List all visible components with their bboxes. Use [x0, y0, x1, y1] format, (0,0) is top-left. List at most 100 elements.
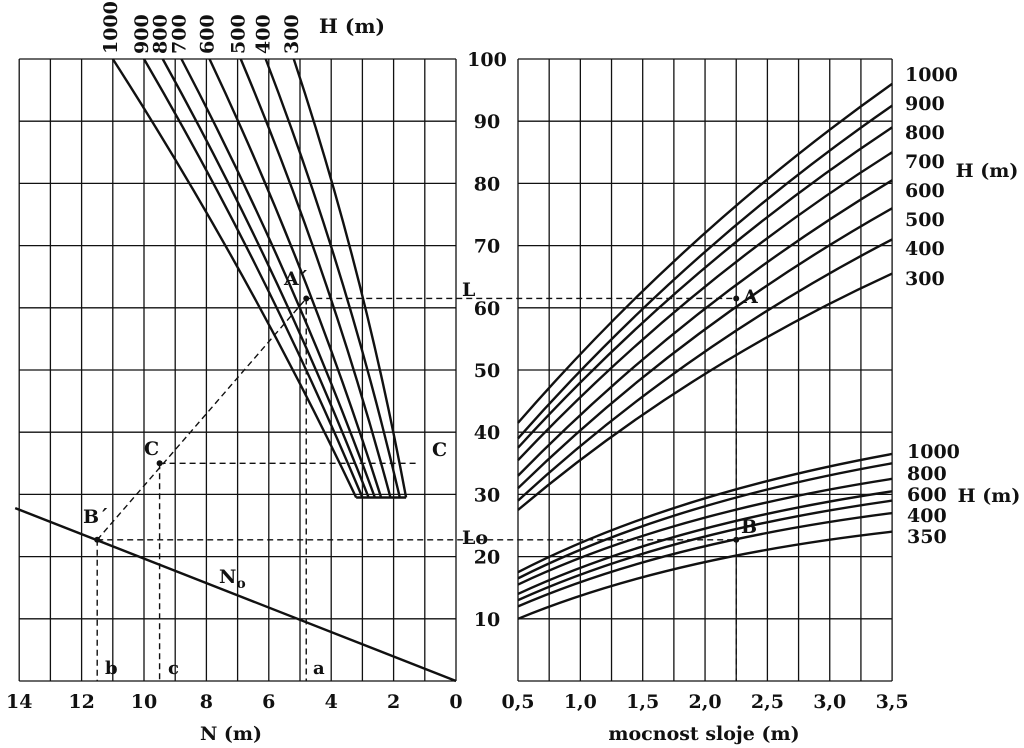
left-curve-300 [292, 58, 408, 498]
right-upper-label: 400 [905, 238, 945, 260]
left-x-tick-label: 10 [131, 691, 157, 713]
right-lower-curve-400 [517, 499, 893, 602]
y-tick-label: 20 [474, 547, 500, 569]
left-x-axis-title: N (m) [200, 723, 262, 745]
right-upper-label: 700 [905, 151, 945, 173]
right-lower-curve-1000 [517, 452, 893, 574]
left-x-tick-label: 2 [387, 691, 400, 713]
right-upper-label: 1000 [905, 64, 958, 86]
right-upper-label: 500 [905, 209, 945, 231]
marker-c-label: c [168, 658, 179, 679]
right-lower-curve-350 [517, 530, 893, 620]
right-lower-label: 400 [907, 505, 947, 527]
point-b-prime-label: B´ [83, 506, 109, 528]
left-top-label: 600 [197, 14, 219, 54]
marker-b-label: b [105, 658, 118, 679]
right-lower-curve-unlabeled-5 [517, 511, 893, 608]
left-x-tick-label: 12 [68, 691, 94, 713]
right-lower-label: 800 [907, 463, 947, 485]
upper-family-axis-title: H (m) [956, 160, 1019, 182]
curves [14, 58, 893, 683]
left-curve-400 [264, 58, 402, 498]
point-a-label: A [742, 286, 758, 308]
right-upper-label: 800 [905, 122, 945, 144]
right-lower-curve-unlabeled-3 [517, 490, 893, 596]
right-lower-label: 350 [907, 526, 947, 548]
point-b-prime-dot [94, 536, 101, 543]
point-c-prime-label: C [144, 438, 159, 460]
lower-family-axis-title: H (m) [958, 485, 1021, 507]
y-tick-label: 40 [474, 422, 500, 444]
y-tick-label: 60 [474, 298, 500, 320]
right-x-tick-label: 2,5 [751, 691, 784, 713]
right-lower-label: 600 [907, 484, 947, 506]
right-upper-curve-900 [517, 104, 893, 440]
left-curve-600 [208, 58, 383, 498]
no-line [14, 506, 457, 683]
right-upper-label: 900 [905, 93, 945, 115]
y-tick-label: 50 [474, 360, 500, 382]
right-upper-label: 600 [905, 180, 945, 202]
y-tick-label: 100 [467, 49, 507, 71]
right-lower-label: 1000 [907, 441, 960, 463]
right-x-tick-label: 2,0 [689, 691, 722, 713]
right-x-axis-title: mocnost sloje (m) [608, 723, 799, 745]
right-upper-curve-600 [517, 179, 893, 477]
level-l-label: L [462, 279, 475, 301]
left-top-label: 700 [168, 14, 190, 54]
y-tick-label: 30 [474, 484, 500, 506]
left-top-label: 800 [150, 14, 172, 54]
right-x-tick-label: 3,0 [813, 691, 846, 713]
y-tick-label: 80 [474, 173, 500, 195]
right-panel-grid [517, 58, 893, 682]
right-x-tick-label: 0,5 [501, 691, 534, 713]
left-top-label: 900 [131, 14, 153, 54]
point-a-prime-dot [303, 295, 310, 302]
point-b-label: B [741, 516, 757, 538]
right-x-tick-label: 1,5 [626, 691, 659, 713]
left-curve-900 [142, 58, 364, 498]
no-line-label: No [219, 566, 246, 592]
left-x-tick-label: 14 [6, 691, 32, 713]
left-curve-700 [180, 58, 377, 498]
labels: N (m) mocnost sloje (m) H (m) H (m) H (m… [6, 1, 1020, 745]
dash-b-to-a-diagonal [96, 298, 307, 541]
right-lower-curve-600 [517, 477, 893, 586]
point-c-prime-dot [156, 460, 163, 467]
marker-a-label: a [313, 658, 325, 679]
right-upper-curve-800 [517, 126, 893, 449]
y-tick-label: 10 [474, 609, 500, 631]
level-lo-label: Lo [462, 527, 488, 549]
guide-lines [94, 295, 740, 681]
right-upper-curve-500 [517, 207, 893, 490]
point-a-prime-label: A´ [283, 268, 308, 290]
right-upper-curve-300 [517, 272, 893, 511]
left-top-label: 1000 [100, 1, 122, 54]
right-upper-label: 300 [905, 268, 945, 290]
point-a-dot [733, 295, 740, 302]
left-top-label: 400 [253, 14, 275, 54]
left-top-label: 500 [228, 14, 250, 54]
left-curve-500 [239, 58, 392, 498]
left-top-label: 300 [281, 14, 303, 54]
right-upper-curve-1000 [517, 82, 893, 424]
right-lower-curve-800 [517, 462, 893, 580]
point-b-dot [733, 536, 740, 543]
right-upper-curve-700 [517, 151, 893, 462]
left-curve-800 [161, 58, 370, 498]
left-x-tick-label: 0 [449, 691, 462, 713]
left-x-tick-label: 4 [325, 691, 338, 713]
left-curve-1000 [111, 58, 358, 499]
left-x-tick-label: 6 [262, 691, 275, 713]
left-x-tick-label: 8 [200, 691, 213, 713]
y-tick-label: 70 [474, 236, 500, 258]
no-line-label-main: N [219, 566, 236, 588]
no-line-label-sub: o [236, 576, 245, 592]
right-upper-curve-400 [517, 238, 893, 502]
left-top-axis-title: H (m) [319, 14, 385, 38]
right-x-tick-label: 1,0 [564, 691, 597, 713]
point-c-right-label: C [432, 439, 447, 461]
y-tick-label: 90 [474, 111, 500, 133]
right-x-tick-label: 3,5 [876, 691, 909, 713]
